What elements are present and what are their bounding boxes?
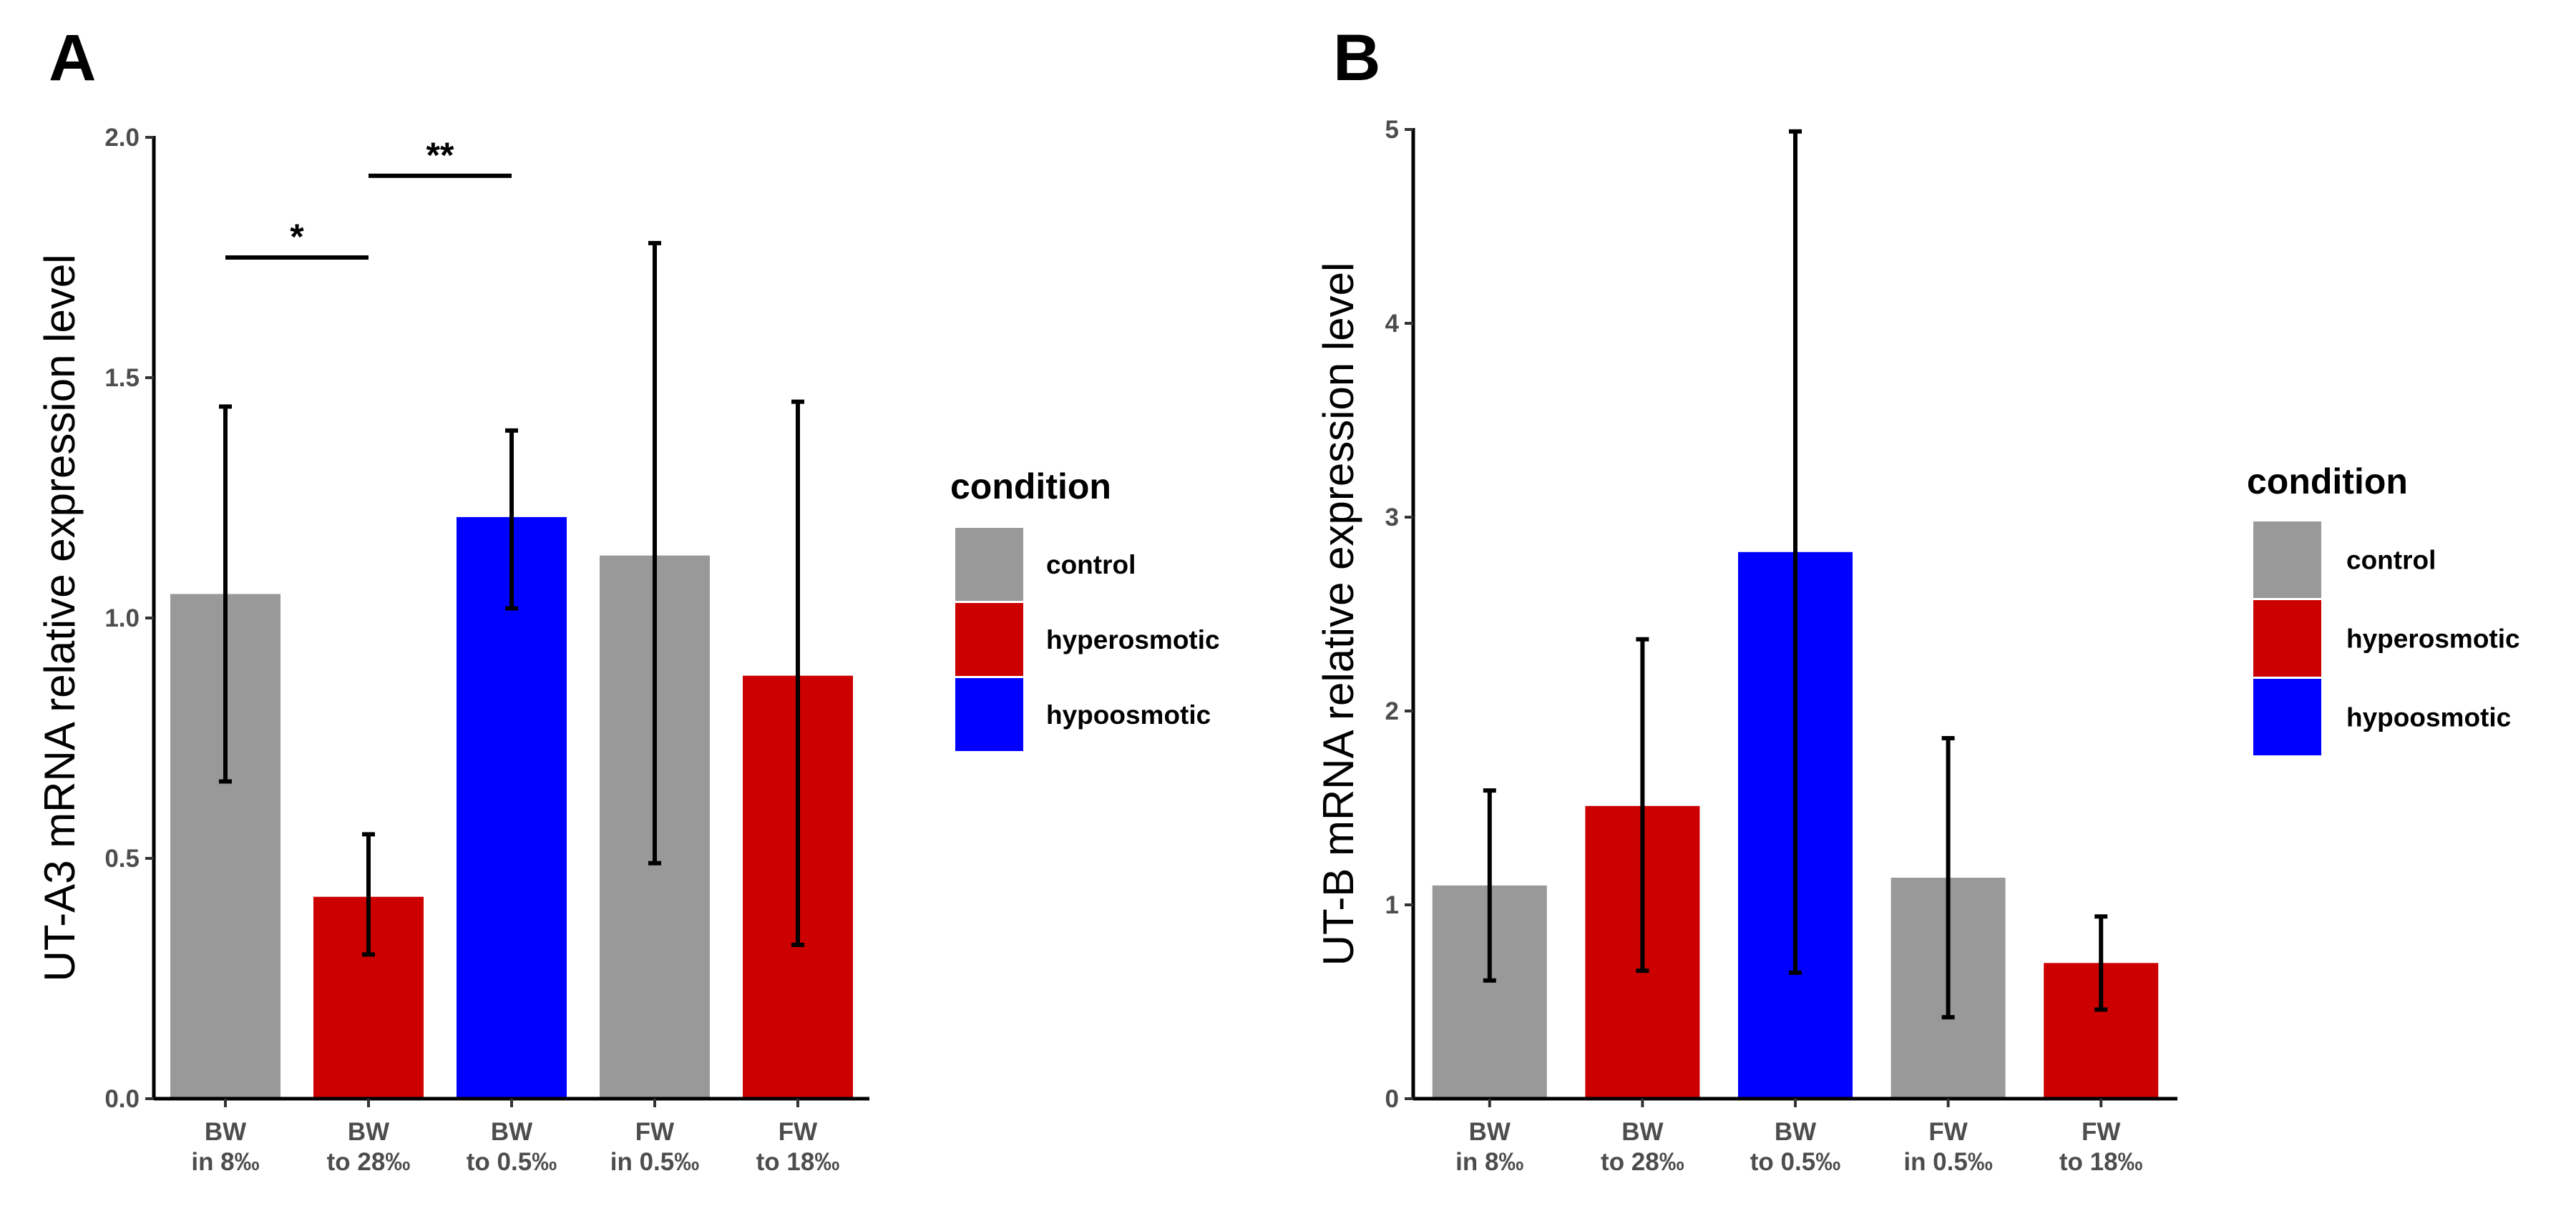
x-category-label: BW to 28‰ (1601, 1118, 1684, 1176)
legend-label-hyperosmotic: hyperosmotic (1046, 625, 1220, 654)
significance-label: ** (426, 135, 454, 175)
x-category-label: FW in 0.5‰ (1903, 1118, 1992, 1176)
legend: condition control hyperosmotic hypoosmotic (950, 466, 1220, 751)
x-category-label: FW in 0.5‰ (610, 1118, 699, 1176)
x-category-label: BW to 0.5‰ (1750, 1118, 1840, 1176)
x-category-label: FW to 18‰ (756, 1118, 840, 1176)
y-tick-label: 4 (1385, 310, 1400, 338)
error-bar-1 (219, 404, 232, 784)
y-tick-label: 2.0 (104, 124, 140, 152)
legend-label-hypoosmotic: hypoosmotic (2346, 703, 2511, 732)
y-tick-label: 0.5 (104, 845, 140, 873)
legend-swatch-control (2253, 521, 2321, 598)
x-category-label: BW in 8‰ (191, 1118, 259, 1176)
legend-swatch-control (955, 528, 1023, 601)
y-tick-label: 2 (1385, 697, 1399, 725)
error-bar-5 (791, 399, 804, 947)
y-tick-label: 0.0 (104, 1085, 140, 1113)
panel-letter: B (1333, 21, 1380, 94)
error-bar-4 (648, 240, 661, 866)
x-category-label: BW in 8‰ (1455, 1118, 1523, 1176)
legend-label-control: control (1046, 550, 1136, 579)
error-bar-2 (1636, 637, 1649, 974)
legend-swatch-hypoosmotic (955, 678, 1023, 751)
y-tick-label: 3 (1385, 504, 1399, 531)
legend-swatch-hyperosmotic (955, 603, 1023, 676)
x-category-label: FW to 18‰ (2059, 1118, 2143, 1176)
legend-title: condition (950, 466, 1111, 506)
error-bar-1 (1483, 788, 1496, 983)
legend-label-hyperosmotic: hyperosmotic (2346, 624, 2520, 654)
bar-3 (457, 516, 567, 1099)
error-bar-3 (1789, 129, 1802, 975)
error-bar-3 (505, 428, 518, 611)
y-tick-label: 0 (1385, 1085, 1399, 1113)
panel-b: B 0 1 2 3 4 5 BW in 8‰ BW to 28‰ BW to 0.5‰ FW in 0.5‰… (1314, 21, 2520, 1176)
error-bar-2 (362, 832, 375, 957)
x-category-label: BW to 28‰ (327, 1118, 411, 1176)
legend-swatch-hyperosmotic (2253, 600, 2321, 677)
legend-swatch-hypoosmotic (2253, 679, 2321, 755)
error-bar-4 (1941, 735, 1955, 1020)
y-tick-label: 1.5 (104, 364, 140, 392)
y-tick-label: 1 (1385, 891, 1399, 919)
error-bar-5 (2094, 914, 2108, 1012)
y-tick-label: 1.0 (104, 604, 140, 632)
y-tick-label: 5 (1385, 116, 1399, 144)
significance-label: * (290, 217, 304, 257)
y-axis-title: UT-B mRNA relative expression level (1314, 263, 1362, 966)
legend-label-control: control (2346, 546, 2436, 575)
panel-letter: A (49, 21, 96, 94)
legend: condition control hyperosmotic hypoosmotic (2247, 461, 2520, 755)
x-category-label: BW to 0.5‰ (467, 1118, 557, 1176)
panel-a: A 0.0 0.5 1.0 1.5 2.0 BW in 8‰ BW to 28‰ BW to 0.5‰… (36, 21, 1220, 1176)
y-axis-title: UT-A3 mRNA relative expression level (36, 254, 84, 981)
legend-title: condition (2247, 461, 2408, 501)
legend-label-hypoosmotic: hypoosmotic (1046, 700, 1211, 730)
